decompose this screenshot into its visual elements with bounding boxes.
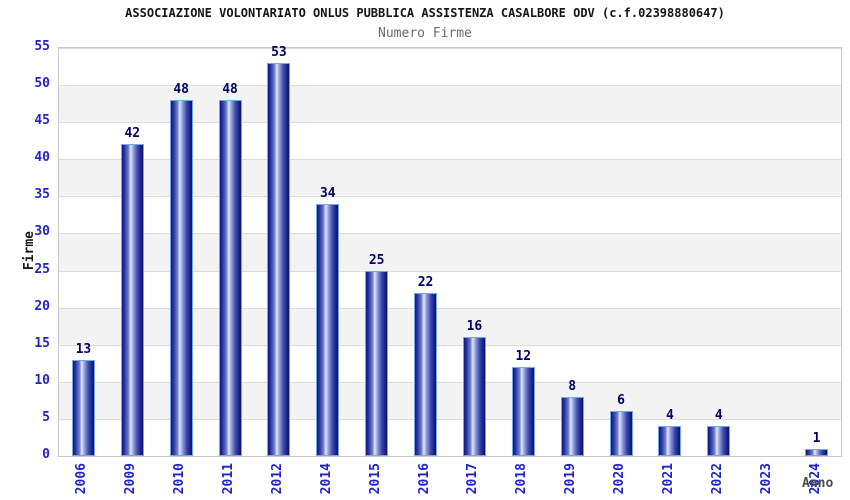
bar [609, 411, 633, 456]
bar [511, 367, 535, 456]
y-tick-label: 45 [34, 113, 50, 129]
x-tick-label: 2017 [465, 463, 481, 495]
bar [805, 449, 829, 456]
x-tick-label: 2014 [318, 463, 334, 495]
gridline [59, 270, 841, 272]
y-tick-label: 50 [34, 76, 50, 92]
gridline [59, 233, 841, 235]
plot-band [59, 48, 841, 86]
bar-value-label: 4 [666, 408, 674, 423]
x-tick-label: 2018 [514, 463, 530, 495]
bar [560, 397, 584, 456]
gridline [59, 122, 841, 124]
bar-value-label: 48 [222, 82, 238, 97]
gridline [59, 159, 841, 161]
bar-value-label: 12 [515, 349, 532, 364]
bar [658, 426, 682, 456]
bar-value-label: 53 [271, 45, 287, 60]
bar-value-label: 25 [368, 253, 385, 268]
chart-title: ASSOCIAZIONE VOLONTARIATO ONLUS PUBBLICA… [125, 6, 725, 20]
y-tick-label: 20 [34, 298, 50, 314]
gridline [59, 48, 841, 49]
bar-value-label: 16 [466, 319, 483, 334]
bar [120, 144, 144, 456]
x-tick-label: 2021 [660, 463, 676, 495]
gridline [59, 196, 841, 198]
y-axis-label: Firme [22, 231, 37, 271]
bar [267, 63, 291, 456]
plot-area: 13 42 48 48 53 34 25 22 16 12 8 6 4 4 1 [58, 45, 842, 457]
bar [71, 360, 95, 456]
bar [218, 100, 242, 456]
bar [316, 204, 340, 456]
x-tick-label: 2022 [709, 463, 725, 495]
gridline [59, 344, 841, 346]
bar [462, 337, 486, 456]
bar-value-label: 42 [124, 126, 141, 141]
bar-value-label: 6 [617, 393, 625, 408]
x-axis-label: Anno [802, 476, 834, 491]
gridline [59, 381, 841, 383]
bar-value-label: 1 [812, 431, 821, 446]
y-tick-label: 0 [42, 447, 50, 462]
y-tick-label: 55 [34, 39, 50, 54]
y-tick-label: 35 [34, 187, 50, 203]
gridline [59, 418, 841, 420]
bar [414, 293, 438, 456]
x-tick-label: 2010 [172, 463, 188, 495]
bar [169, 100, 193, 456]
x-tick-label: 2011 [221, 463, 237, 495]
x-tick-label: 2006 [74, 463, 90, 495]
x-tick-label: 2019 [563, 463, 579, 495]
x-tick-label: 2015 [367, 463, 383, 495]
bar-value-label: 34 [319, 186, 336, 201]
y-tick-label: 5 [42, 409, 50, 425]
bar [365, 271, 389, 456]
bar-value-label: 48 [173, 82, 190, 97]
chart-subtitle: Numero Firme [378, 26, 472, 41]
bar-value-label: 8 [568, 379, 577, 394]
bar-value-label: 13 [75, 342, 92, 357]
y-axis-label-wrap: Firme [22, 47, 38, 455]
bar-value-label: 22 [417, 275, 434, 290]
x-tick-label: 2009 [123, 463, 139, 495]
y-tick-label: 25 [34, 261, 50, 277]
x-tick-label: 2012 [269, 463, 285, 495]
bar [707, 426, 731, 456]
gridline [59, 307, 841, 309]
gridline [59, 85, 841, 87]
x-tick-label: 2023 [758, 463, 774, 495]
y-tick-label: 40 [34, 150, 50, 166]
bar-value-label: 4 [714, 408, 723, 423]
y-tick-label: 30 [34, 224, 50, 240]
y-tick-label: 15 [34, 335, 50, 351]
x-tick-label: 2020 [612, 463, 628, 495]
x-tick-label: 2016 [416, 463, 432, 495]
y-tick-label: 10 [34, 372, 50, 388]
